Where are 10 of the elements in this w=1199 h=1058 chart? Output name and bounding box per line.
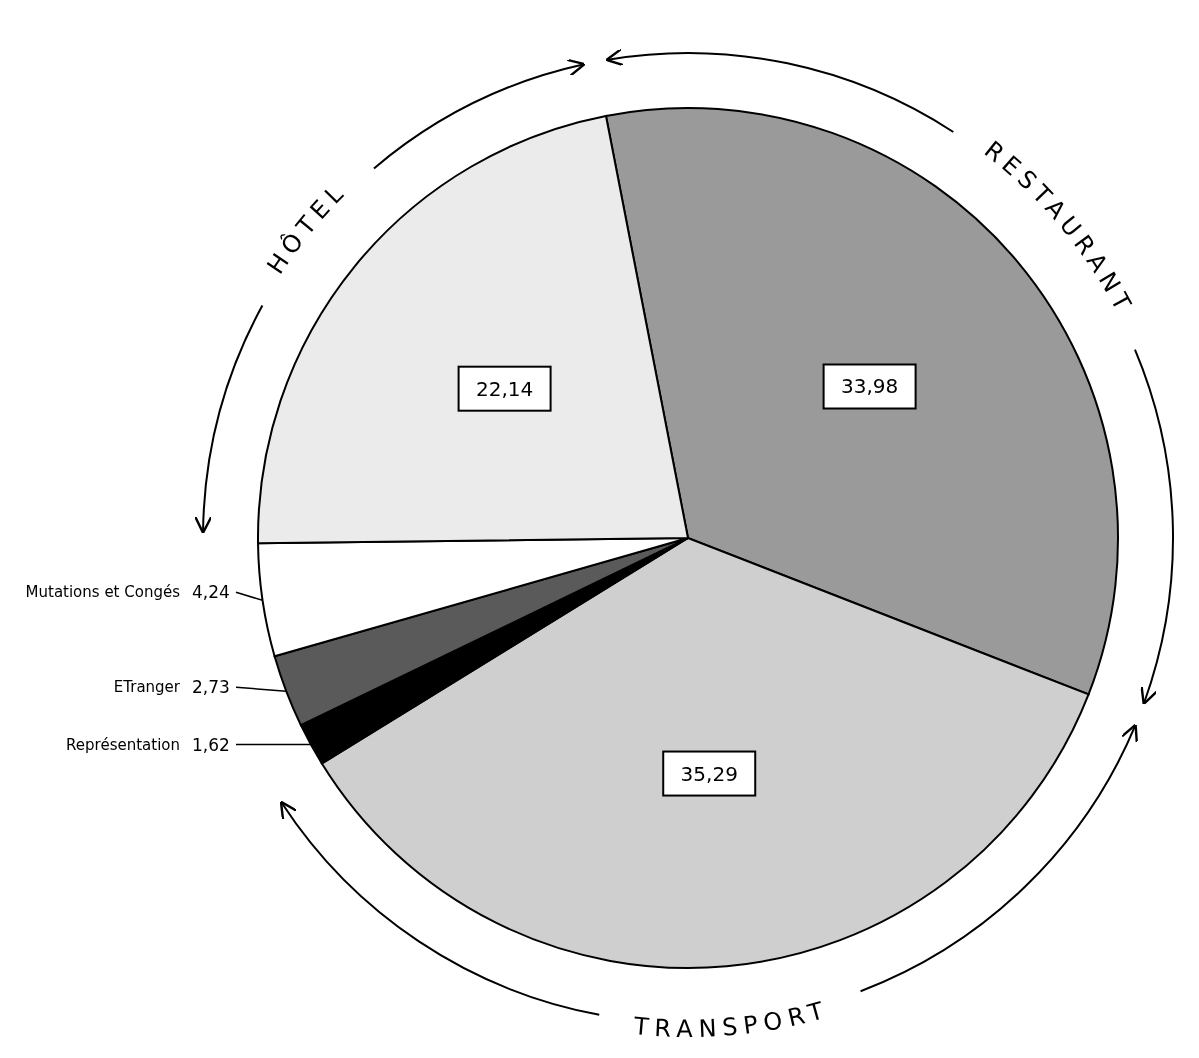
slice-label: TRANSPORT: [631, 995, 833, 1044]
slice-label: Représentation: [66, 735, 180, 754]
data-label: 33,98: [840, 374, 899, 399]
data-label: 22,14: [475, 376, 534, 401]
data-label: 1,62: [192, 734, 230, 755]
slice-label: ETranger: [113, 678, 181, 697]
data-label: 2,73: [192, 677, 230, 698]
data-label: 4,24: [192, 582, 230, 603]
slice-label: Mutations et Congés: [25, 583, 181, 602]
data-label: 35,29: [680, 761, 738, 786]
